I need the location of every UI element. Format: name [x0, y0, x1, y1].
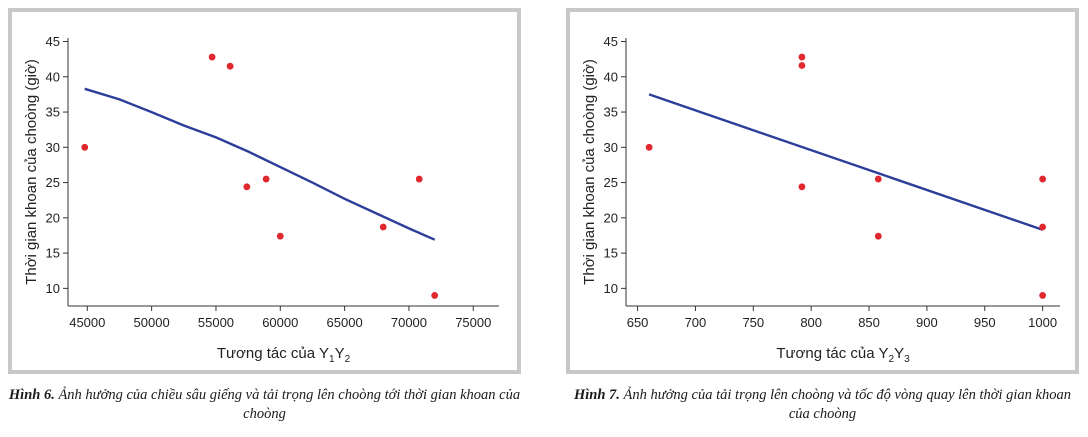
chart-panel-figure-7: 10 15 20 25 30 35 40 45 650 700 750 800 850 900 950 100…	[566, 8, 1079, 374]
fig6-data-point	[262, 175, 270, 183]
figure-7-caption-lead: Hình 7.	[573, 387, 620, 403]
fig7-x-title-mid: Y	[894, 345, 904, 362]
fig6-x-tick-label: 70000	[391, 315, 427, 330]
fig6-data-point	[81, 143, 89, 151]
fig7-y-tick-label: 40	[604, 69, 618, 84]
fig7-data-point	[1039, 292, 1047, 299]
fig7-x-axis-title: Tương tác của Y2Y3	[776, 345, 910, 365]
fig7-data-point	[798, 53, 806, 61]
fig7-y-tick-label: 35	[604, 105, 618, 120]
fig6-y-tick-label: 35	[46, 105, 60, 120]
fig7-y-tick-label: 10	[604, 281, 618, 296]
figure-6-caption: Hình 6. Ảnh hưởng của chiều sâu giếng và…	[8, 386, 521, 424]
figure-6-caption-text: Ảnh hưởng của chiều sâu giếng và tải trọ…	[54, 387, 521, 422]
fig6-x-title-sub1: 1	[329, 354, 335, 365]
fig6-y-tick-label: 10	[46, 281, 60, 296]
fig7-x-tick-label: 750	[742, 315, 764, 330]
fig6-data-point	[431, 292, 439, 299]
fig7-x-tick-label: 1000	[1028, 315, 1057, 330]
fig7-data-point	[874, 175, 882, 183]
fig7-data-point	[1039, 175, 1047, 183]
fig6-data-point	[208, 53, 216, 61]
fig6-data-point	[243, 183, 251, 191]
fig7-x-tick-label: 850	[858, 315, 880, 330]
fig6-x-tick-label: 75000	[455, 315, 491, 330]
fig7-y-tick-label: 45	[604, 34, 618, 49]
fig6-data-point	[379, 223, 387, 231]
fig7-data-point	[874, 232, 882, 240]
fig6-trend-line	[84, 87, 436, 241]
fig6-y-tick-label: 30	[46, 140, 60, 155]
fig7-y-tick-label: 25	[604, 175, 618, 190]
fig7-data-point	[1039, 223, 1047, 231]
fig6-y-tick-label: 25	[46, 175, 60, 190]
fig7-x-title-main: Tương tác của Y	[776, 345, 888, 362]
fig7-y-tick-label: 30	[604, 140, 618, 155]
fig6-x-title-main: Tương tác của Y	[217, 345, 329, 362]
fig7-x-tick-label: 650	[627, 315, 649, 330]
fig6-x-axis-title: Tương tác của Y1Y2	[217, 345, 351, 365]
fig7-y-axis-title: Thời gian khoan của choòng (giờ)	[581, 59, 598, 285]
fig6-x-title-sub2: 2	[345, 354, 351, 365]
fig6-x-tick-label: 60000	[262, 315, 298, 330]
fig6-x-tick-label: 65000	[327, 315, 363, 330]
fig6-y-tick-label: 15	[46, 246, 60, 261]
chart-panel-figure-6: 10 15 20 25 30 35 40 45 45000 50000 55000 60000 6500…	[8, 8, 521, 374]
scatter-plot-figure-7: 10 15 20 25 30 35 40 45 650 700 750 800 850 900 950 100…	[581, 34, 1060, 365]
fig7-data-point	[798, 62, 806, 69]
fig7-y-tick-label: 15	[604, 246, 618, 261]
fig7-x-tick-label: 800	[800, 315, 822, 330]
figure-7-caption-text: Ảnh hưởng của tải trọng lên choòng và tố…	[619, 387, 1071, 422]
fig7-x-tick-label: 900	[916, 315, 938, 330]
fig6-y-tick-label: 45	[46, 34, 60, 49]
fig6-data-point	[226, 62, 234, 70]
fig6-y-tick-label: 20	[46, 210, 60, 225]
fig7-x-tick-label: 700	[685, 315, 707, 330]
fig6-y-axis-title: Thời gian khoan của choòng (giờ)	[23, 59, 40, 285]
fig6-y-tick-label: 40	[46, 69, 60, 84]
fig7-data-point	[798, 183, 806, 191]
fig7-trend-line	[648, 93, 1043, 231]
fig7-y-tick-label: 20	[604, 210, 618, 225]
fig6-data-point	[415, 175, 423, 183]
fig7-data-point	[645, 143, 653, 151]
fig6-x-tick-label: 45000	[69, 315, 105, 330]
fig7-x-title-sub2: 3	[904, 354, 910, 365]
figure-6-caption-lead: Hình 6.	[8, 387, 55, 403]
scatter-plot-figure-6: 10 15 20 25 30 35 40 45 45000 50000 55000 60000 6500…	[23, 34, 499, 365]
fig7-x-title-sub1: 2	[889, 354, 895, 365]
fig7-x-tick-label: 950	[974, 315, 996, 330]
fig6-x-title-mid: Y	[335, 345, 345, 362]
fig6-data-point	[276, 232, 284, 240]
fig6-x-tick-label: 55000	[198, 315, 234, 330]
fig6-x-tick-label: 50000	[134, 315, 170, 330]
figure-7-caption: Hình 7. Ảnh hưởng của tải trọng lên choò…	[566, 386, 1079, 424]
